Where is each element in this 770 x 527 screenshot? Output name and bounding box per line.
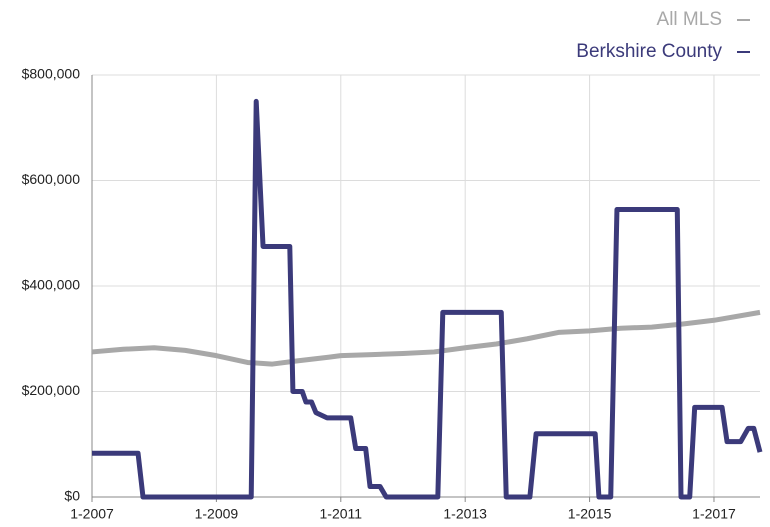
x-tick-label: 1-2017 [692,506,736,522]
y-tick-label: $200,000 [22,382,81,398]
y-tick-label: $600,000 [22,171,81,187]
legend-label: All MLS [657,9,722,30]
x-tick-label: 1-2013 [443,506,487,522]
x-tick-label: 1-2009 [195,506,239,522]
y-tick-label: $0 [64,488,80,504]
x-tick-label: 1-2007 [70,506,114,522]
y-tick-label: $800,000 [22,66,81,82]
x-tick-label: 1-2015 [568,506,612,522]
x-tick-label: 1-2011 [320,506,363,522]
series-line [91,309,761,367]
y-tick-label: $400,000 [22,277,81,293]
legend-label: Berkshire County [576,41,722,62]
series-line [92,98,763,500]
